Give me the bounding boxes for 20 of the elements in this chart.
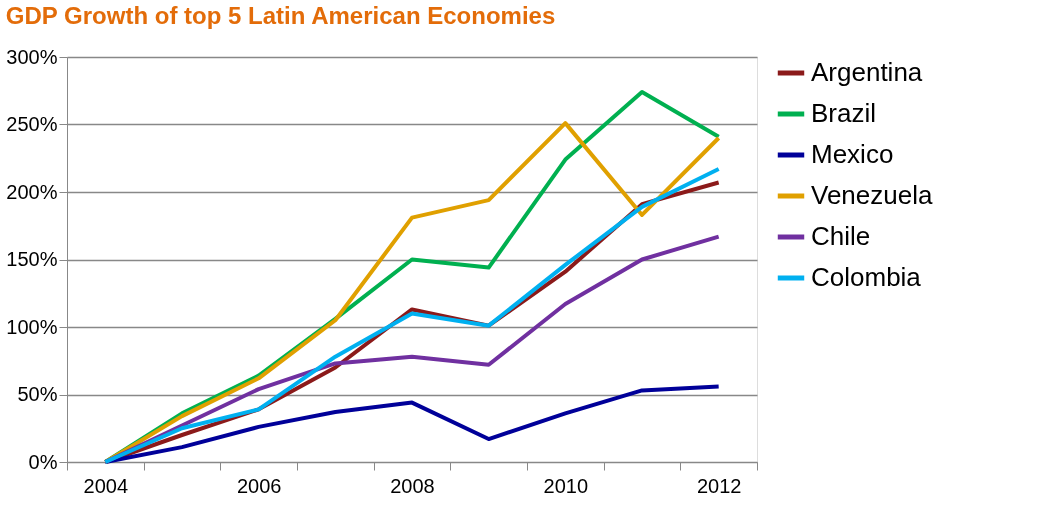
legend-label: Venezuela — [811, 180, 933, 210]
legend-label: Brazil — [811, 98, 877, 128]
legend-label: Colombia — [811, 262, 922, 292]
y-tick-label: 150% — [6, 248, 58, 270]
x-tick-label: 2010 — [543, 474, 589, 497]
y-tick-label: 50% — [17, 383, 58, 405]
legend-label: Argentina — [811, 57, 923, 87]
y-tick-label: 100% — [6, 315, 58, 338]
y-tick-label: 300% — [6, 45, 58, 68]
y-tick-label: 250% — [6, 113, 58, 135]
x-tick-label: 2008 — [390, 474, 435, 497]
legend-label: Chile — [811, 221, 871, 251]
x-tick-label: 2004 — [83, 474, 129, 497]
chart-title: GDP Growth of top 5 Latin American Economies — [5, 2, 556, 29]
line-series — [103, 384, 721, 464]
y-tick-label: 0% — [28, 450, 58, 473]
legend-label: Mexico — [811, 139, 894, 169]
y-tick-label: 200% — [6, 180, 58, 203]
x-tick-label: 2006 — [236, 474, 282, 497]
x-tick-label: 2012 — [696, 474, 742, 497]
